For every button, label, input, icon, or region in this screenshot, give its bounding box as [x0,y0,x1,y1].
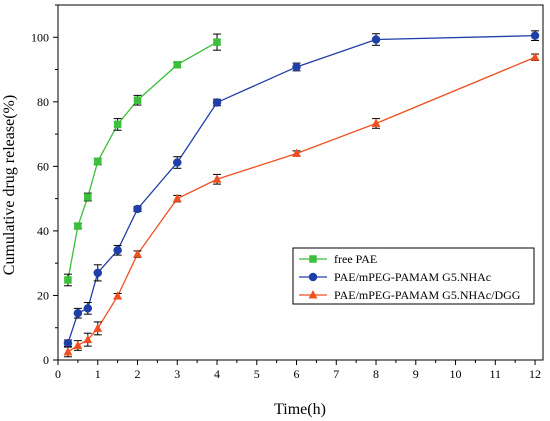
plot-frame [57,4,544,361]
y-tick-label: 100 [31,30,49,44]
data-point [371,118,381,127]
x-tick-label: 12 [529,367,541,381]
legend-marker [308,272,318,282]
data-point [113,291,123,300]
legend-item: PAE/mPEG-PAMAM G5.NHAc/DGG [299,288,521,302]
y-tick-label: 80 [37,95,49,109]
x-tick-label: 8 [373,367,379,381]
x-tick-label: 11 [490,367,502,381]
data-point [63,346,73,356]
data-point [113,246,122,255]
series-1 [63,33,222,287]
series-layer [63,30,540,358]
data-point [73,340,83,349]
data-point [133,96,142,104]
x-tick-label: 10 [450,367,462,381]
data-point [83,304,93,313]
x-tick-label: 3 [174,367,180,381]
x-tick-label: 7 [333,367,339,381]
legend-item: PAE/mPEG-PAMAM G5.NHAc [299,270,491,284]
legend-item: free PAE [299,252,377,266]
data-point [64,276,72,284]
data-point [212,98,222,107]
data-point [530,52,540,61]
data-point [173,158,182,167]
data-point [113,120,122,129]
y-tick-label: 40 [37,224,49,238]
legend-items: free PAE PAE/mPEG-PAMAM G5.NHAc PAE/mPEG-P… [299,252,521,302]
data-point [73,308,83,318]
data-point [371,35,381,44]
data-point [94,157,102,166]
data-point [63,338,73,348]
x-tick-label: 4 [214,367,220,381]
data-point [172,193,182,203]
data-point [74,222,82,230]
x-tick-label: 2 [135,367,141,381]
y-tick-label: 20 [37,288,49,302]
data-point [93,268,103,278]
legend-label: PAE/mPEG-PAMAM G5.NHAc [334,270,491,284]
data-point [213,38,221,46]
series-3 [63,52,540,358]
legend-marker [308,289,318,299]
legend-label: PAE/mPEG-PAMAM G5.NHAc/DGG [334,288,521,302]
x-tick-label: 9 [413,367,419,381]
legend-marker [309,255,317,263]
y-tick-label: 0 [43,353,49,367]
x-axis-label: Time(h) [274,401,326,418]
series-2 [63,30,540,348]
legend-box [292,247,535,305]
legend-label: free PAE [334,252,377,266]
series-line [67,41,218,281]
data-point [133,204,142,214]
data-point [83,334,93,344]
data-point [212,174,222,183]
y-tick-label: 60 [37,159,49,173]
data-point [84,193,92,201]
y-axis-label-group: Cumulative drug release(%) [1,95,18,275]
data-point [173,60,182,69]
data-point [530,31,540,40]
y-axis-label: Cumulative drug release(%) [1,95,18,275]
x-tick-label: 6 [294,367,300,381]
data-point [93,323,103,332]
x-tick-label: 5 [254,367,260,381]
x-tick-label: 0 [55,367,61,381]
data-point [133,249,142,258]
data-point [292,148,301,157]
x-tick-label: 1 [95,367,101,381]
legend: free PAE PAE/mPEG-PAMAM G5.NHAc PAE/mPEG-P… [292,247,535,305]
data-point [292,62,301,72]
